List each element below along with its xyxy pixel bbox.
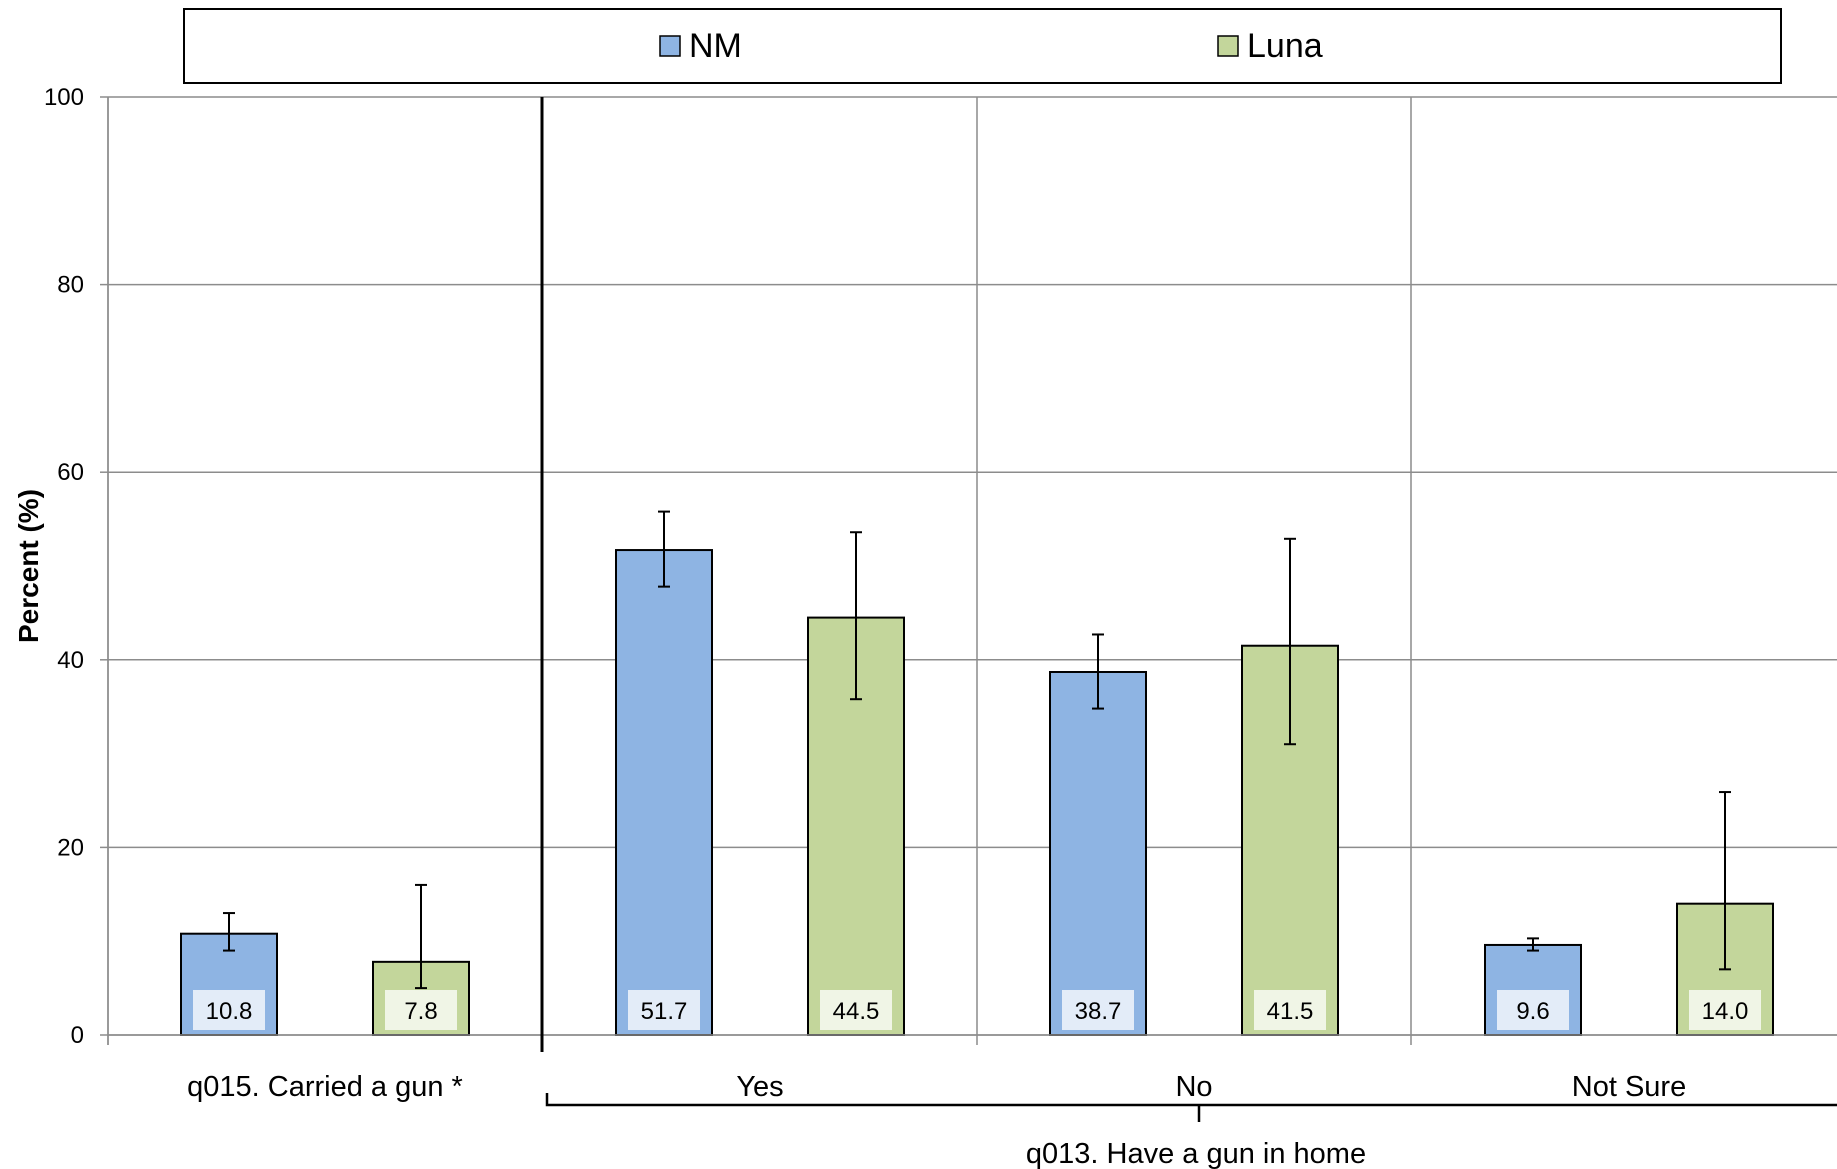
data-label-bg	[385, 990, 457, 1030]
bars-layer	[180, 510, 1774, 1037]
data-label-bg	[193, 990, 265, 1030]
legend-swatch-nm	[659, 35, 681, 57]
legend-label-luna: Luna	[1247, 27, 1323, 65]
x-category-label: No	[1175, 1071, 1212, 1103]
axis-layer	[100, 96, 1837, 1122]
y-tick-label: 0	[71, 1022, 84, 1049]
data-label-bg	[1497, 990, 1569, 1030]
data-label-bg	[628, 990, 700, 1030]
labels-layer: 0 20 40 60 80 100 10.8 7.8 q015. Carried a gun *…	[44, 84, 1761, 1169]
legend-box	[183, 8, 1782, 84]
group-label: q013. Have a gun in home	[1026, 1138, 1366, 1169]
data-label-bg	[1062, 990, 1134, 1030]
data-label-bg	[1254, 990, 1326, 1030]
bar-nm	[615, 549, 713, 1037]
data-label-luna: 14.0	[1702, 998, 1749, 1025]
data-label-bg	[820, 990, 892, 1030]
y-tick-label: 80	[57, 272, 84, 299]
data-label-nm: 10.8	[206, 998, 253, 1025]
data-label-nm: 9.6	[1516, 998, 1549, 1025]
data-label-luna: 41.5	[1267, 998, 1314, 1025]
legend-swatch-luna	[1217, 35, 1239, 57]
data-label-nm: 51.7	[641, 998, 688, 1025]
x-category-label: Yes	[736, 1071, 783, 1103]
legend-label-nm: NM	[689, 27, 742, 65]
y-tick-label: 100	[44, 84, 84, 111]
data-label-luna: 44.5	[833, 998, 880, 1025]
y-axis-title: Percent (%)	[13, 489, 44, 643]
data-label-luna: 7.8	[404, 998, 437, 1025]
y-tick-label: 20	[57, 834, 84, 861]
legend: NM Luna	[183, 8, 1782, 84]
y-tick-label: 40	[57, 647, 84, 674]
y-tick-label: 60	[57, 459, 84, 486]
data-label-bg	[1689, 990, 1761, 1030]
x-category-label: Not Sure	[1572, 1071, 1686, 1103]
grid-layer	[107, 96, 1837, 1045]
group-brace	[545, 1093, 1837, 1107]
data-label-nm: 38.7	[1075, 998, 1122, 1025]
bar-nm	[1049, 670, 1147, 1037]
x-category-label: q015. Carried a gun *	[187, 1071, 463, 1103]
